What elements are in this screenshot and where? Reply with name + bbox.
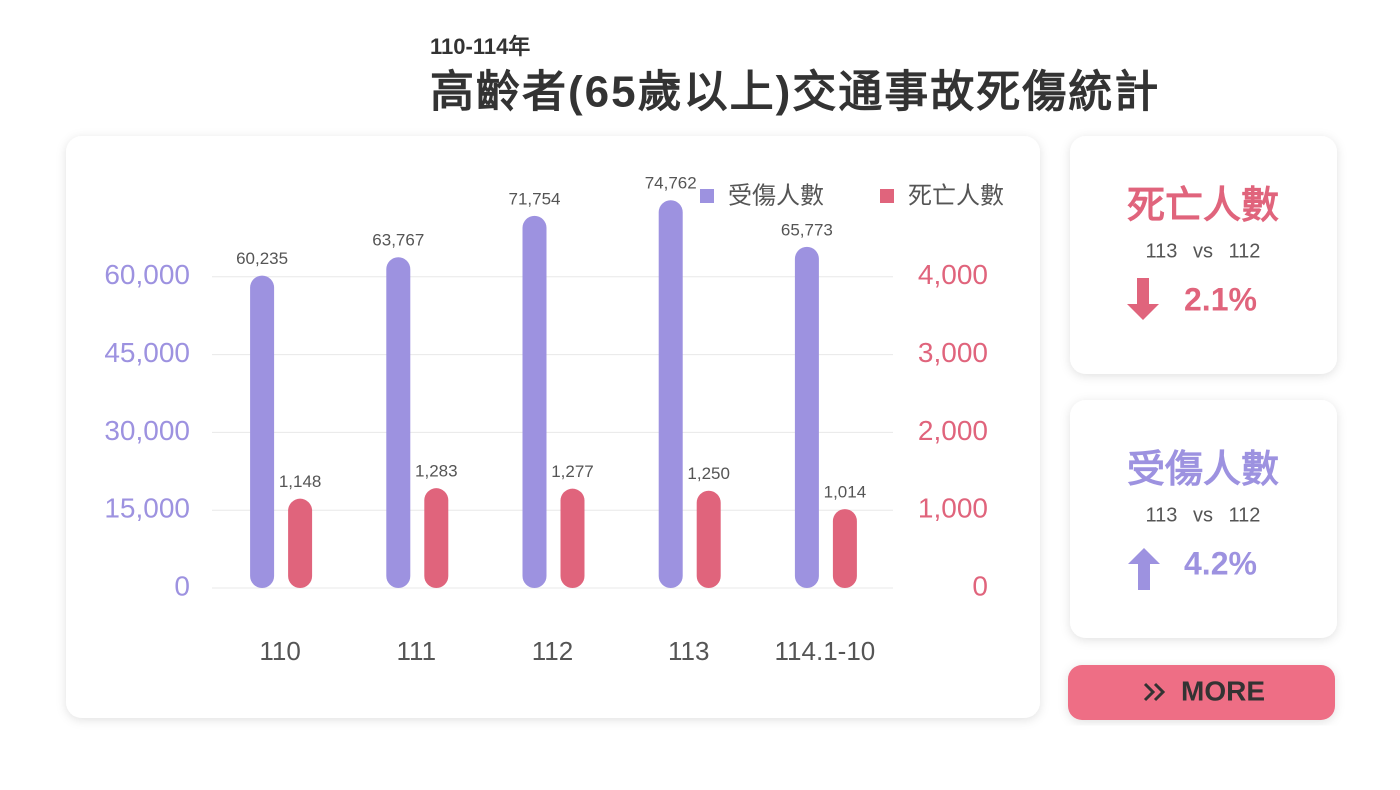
value-label: 74,762: [645, 174, 697, 193]
y-tick-label: 15,000: [104, 493, 190, 524]
x-tick-label: 113: [668, 636, 709, 666]
trend-arrow: [1128, 548, 1160, 590]
value-label: 1,277: [551, 462, 594, 481]
x-tick-label: 112: [532, 636, 573, 666]
card-compare: 113 vs 112: [1146, 504, 1261, 526]
bar: [386, 257, 411, 588]
stat-card: [1070, 400, 1337, 638]
card-title: 受傷人數: [1127, 449, 1279, 491]
y-tick-label: 60,000: [104, 259, 190, 290]
bar: [522, 215, 547, 588]
bar: [832, 509, 857, 588]
value-label: 1,014: [824, 483, 867, 502]
bar: [560, 488, 585, 588]
legend-label: 死亡人數: [908, 182, 1004, 209]
legend-label: 受傷人數: [728, 182, 824, 209]
y-tick-label: 3,000: [918, 337, 988, 368]
value-label: 1,250: [687, 464, 730, 483]
value-label: 60,235: [236, 249, 288, 268]
title: 高齡者(65歲以上)交通事故死傷統計: [430, 68, 1160, 117]
value-label: 63,767: [372, 231, 424, 250]
card-change: 2.1%: [1184, 281, 1257, 317]
legend-swatch: [880, 189, 894, 203]
chart-card: [66, 136, 1040, 718]
card-title: 死亡人數: [1127, 185, 1279, 227]
bar: [250, 275, 275, 588]
value-label: 1,148: [279, 472, 322, 491]
y-tick-label: 0: [174, 570, 190, 601]
button-label[interactable]: MORE: [1181, 675, 1265, 706]
value-label: 71,754: [509, 189, 561, 208]
bar: [658, 200, 683, 588]
value-label: 65,773: [781, 220, 833, 239]
x-tick-label: 114.1-10: [775, 636, 876, 666]
stat-card: [1070, 136, 1337, 374]
more-button[interactable]: MORE: [1068, 665, 1335, 720]
bar: [696, 490, 721, 588]
x-tick-label: 110: [259, 636, 300, 666]
bar: [794, 246, 819, 589]
bar: [424, 488, 449, 588]
y-tick-label: 45,000: [104, 337, 190, 368]
y-tick-label: 2,000: [918, 415, 988, 446]
trend-arrow: [1127, 278, 1159, 320]
card-compare: 113 vs 112: [1146, 240, 1261, 262]
y-tick-label: 30,000: [104, 415, 190, 446]
y-tick-label: 1,000: [918, 493, 988, 524]
value-label: 1,283: [415, 462, 458, 481]
bar: [288, 498, 313, 588]
y-tick-label: 4,000: [918, 259, 988, 290]
button-bg[interactable]: [1068, 665, 1335, 720]
y-tick-label: 0: [972, 570, 988, 601]
subtitle: 110-114年: [430, 34, 530, 59]
legend-swatch: [700, 189, 714, 203]
chevron-icon: [1143, 682, 1166, 702]
card-change: 4.2%: [1184, 545, 1257, 581]
x-tick-label: 111: [397, 636, 437, 666]
